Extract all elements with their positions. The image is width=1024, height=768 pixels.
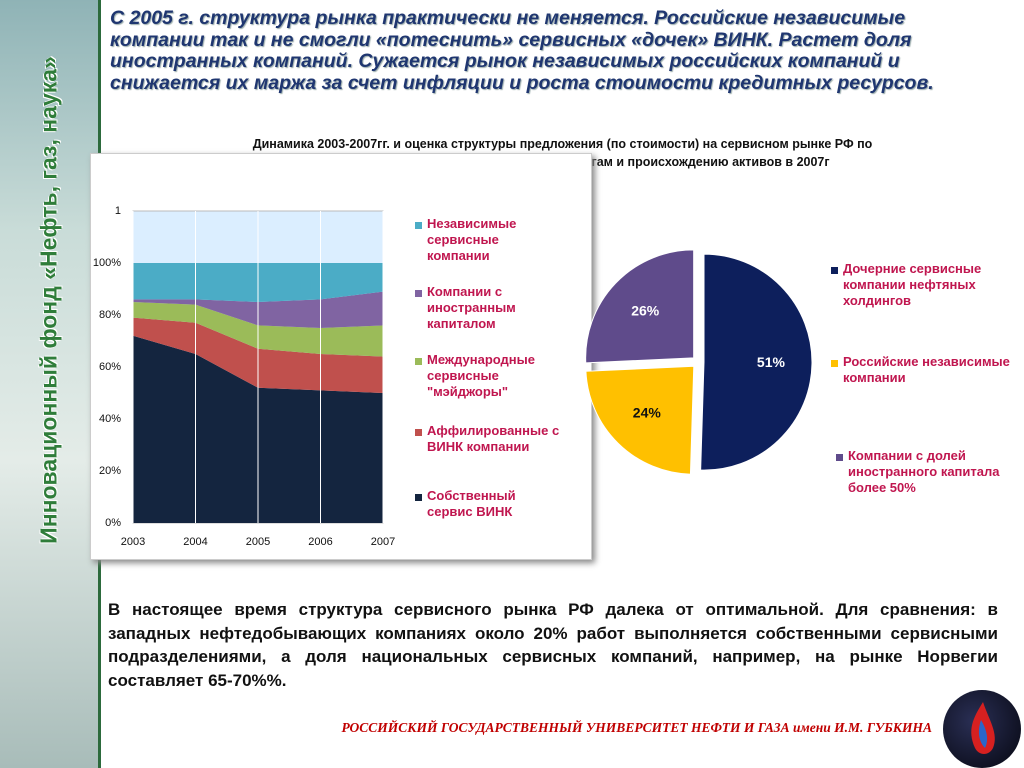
logo: [943, 690, 1021, 768]
footer: РОССИЙСКИЙ ГОСУДАРСТВЕННЫЙ УНИВЕРСИТЕТ Н…: [341, 720, 932, 735]
legend-label: Независимые сервисные компании: [427, 216, 517, 263]
legend-entry: Международные сервисные "мэйджоры": [415, 352, 547, 400]
pie-slice: [700, 253, 813, 471]
legend-swatch: [831, 267, 838, 274]
legend-entry: Независимые сервисные компании: [415, 216, 547, 264]
legend-swatch: [415, 222, 422, 229]
pie-slice: [585, 365, 695, 475]
legend-label: Российские независимые компании: [843, 354, 1010, 385]
legend-label: Международные сервисные "мэйджоры": [427, 352, 535, 399]
legend-entry: Компании с иностранным капиталом: [415, 284, 547, 332]
data-label: 51%: [757, 354, 786, 370]
legend-entry: Аффилированные с ВИНК компании: [415, 423, 592, 455]
y-tick-label: 80%: [99, 309, 121, 321]
data-label: 24%: [633, 405, 662, 421]
x-tick-label: 2003: [121, 536, 145, 548]
x-tick-label: 2007: [371, 536, 395, 548]
legend-label: Собственный сервис ВИНК: [427, 488, 516, 519]
legend-swatch: [415, 429, 422, 436]
body-text: В настоящее время структура сервисного р…: [108, 600, 998, 690]
legend-swatch: [831, 360, 838, 367]
x-tick-label: 2004: [183, 536, 207, 548]
y-tick-label: 0%: [105, 517, 121, 529]
legend-swatch: [415, 494, 422, 501]
legend-swatch: [836, 454, 843, 461]
legend-swatch: [415, 290, 422, 297]
y-tick-label: 1: [115, 205, 121, 217]
y-tick-label: 100%: [93, 257, 121, 269]
legend-label: Компании с иностранным капиталом: [427, 284, 516, 331]
logo-icon: [971, 702, 995, 754]
legend-label: Компании с долей иностранного капитала б…: [848, 448, 1000, 495]
y-tick-label: 60%: [99, 361, 121, 373]
legend-entry: Компании с долей иностранного капитала б…: [836, 448, 1018, 496]
legend-entry: Собственный сервис ВИНК: [415, 488, 547, 520]
x-tick-label: 2006: [308, 536, 332, 548]
legend-entry: Российские независимые компании: [831, 354, 1013, 386]
legend-label: Аффилированные с ВИНК компании: [427, 423, 560, 454]
legend-entry: Дочерние сервисные компании нефтяных хол…: [831, 261, 1013, 309]
data-label: 26%: [631, 302, 660, 318]
y-tick-label: 20%: [99, 465, 121, 477]
legend-label: Дочерние сервисные компании нефтяных хол…: [843, 261, 982, 308]
y-tick-label: 40%: [99, 413, 121, 425]
x-tick-label: 2005: [246, 536, 270, 548]
legend-swatch: [415, 358, 422, 365]
heading: С 2005 г. структура рынка практически не…: [110, 7, 934, 94]
pie-slice: [585, 249, 695, 364]
